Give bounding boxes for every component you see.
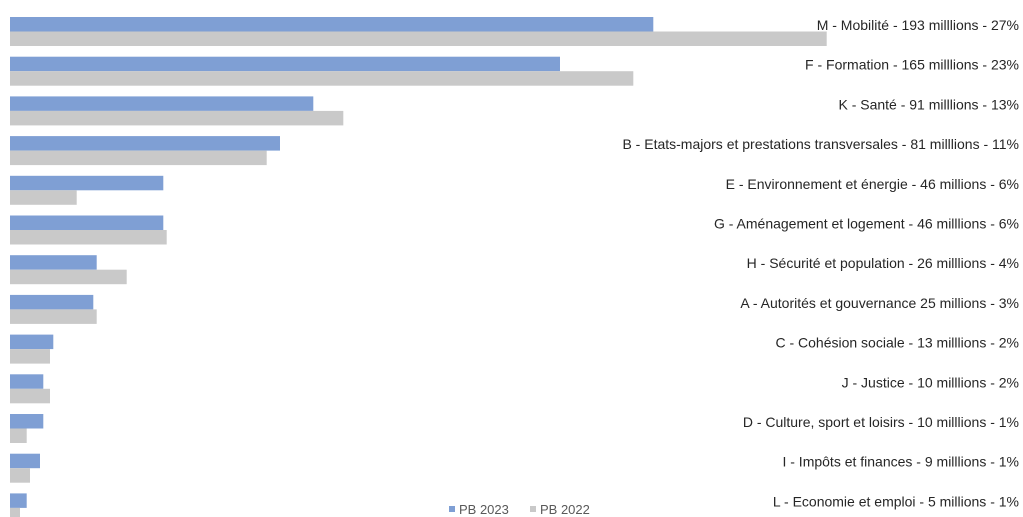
- legend-swatch-pb-2022: [530, 506, 536, 512]
- bar-pb-2023-12: [10, 493, 27, 508]
- bar-pb-2023-6: [10, 255, 97, 270]
- bar-pb-2022-1: [10, 71, 634, 86]
- bar-pb-2022-7: [10, 309, 97, 324]
- bar-pb-2022-9: [10, 388, 50, 404]
- bar-pb-2023-2: [10, 96, 314, 111]
- category-label-2: K - Santé - 91 milllions - 13%: [838, 96, 1019, 112]
- category-label-8: C - Cohésion sociale - 13 milllions - 2%: [775, 335, 1019, 351]
- bar-pb-2023-3: [10, 136, 280, 151]
- bar-pb-2022-5: [10, 230, 167, 245]
- category-label-11: I - Impôts et finances - 9 milllions - 1…: [782, 454, 1019, 470]
- legend: PB 2023 PB 2022: [449, 502, 590, 517]
- bar-pb-2023-1: [10, 56, 560, 72]
- category-label-9: J - Justice - 10 milllions - 2%: [842, 374, 1019, 390]
- bar-pb-2023-5: [10, 215, 164, 230]
- bar-pb-2023-8: [10, 334, 54, 350]
- bar-pb-2022-0: [10, 31, 827, 46]
- bar-pb-2022-4: [10, 190, 77, 205]
- bar-pb-2023-4: [10, 175, 164, 191]
- bar-pb-2022-10: [10, 428, 27, 443]
- bar-pb-2022-3: [10, 150, 267, 166]
- legend-label-pb-2023: PB 2023: [459, 502, 509, 517]
- category-label-12: L - Economie et emploi - 5 millions - 1%: [773, 493, 1019, 509]
- bar-pb-2023-7: [10, 294, 94, 310]
- bar-pb-2022-11: [10, 468, 30, 483]
- category-label-6: H - Sécurité et population - 26 milllion…: [747, 255, 1019, 271]
- bars-group: [10, 17, 827, 517]
- category-label-3: B - Etats-majors et prestations transver…: [622, 136, 1019, 152]
- bar-pb-2022-12: [10, 507, 20, 517]
- category-label-10: D - Culture, sport et loisirs - 10 milll…: [743, 414, 1019, 430]
- category-label-0: M - Mobilité - 193 milllions - 27%: [817, 17, 1019, 33]
- category-label-4: E - Environnement et énergie - 46 millio…: [726, 176, 1019, 192]
- category-labels-group: M - Mobilité - 193 milllions - 27% F - Fo…: [622, 17, 1019, 509]
- category-label-1: F - Formation - 165 milllions - 23%: [805, 57, 1019, 73]
- bar-pb-2023-9: [10, 374, 44, 389]
- category-label-7: A - Autorités et gouvernance 25 millions…: [740, 295, 1019, 311]
- bar-pb-2022-8: [10, 349, 50, 364]
- bar-pb-2022-2: [10, 110, 344, 126]
- bar-pb-2022-6: [10, 269, 127, 285]
- bar-pb-2023-10: [10, 414, 44, 429]
- legend-label-pb-2022: PB 2022: [540, 502, 590, 517]
- category-label-5: G - Aménagement et logement - 46 milllio…: [714, 216, 1019, 232]
- bar-pb-2023-0: [10, 17, 654, 32]
- bar-pb-2023-11: [10, 453, 40, 469]
- legend-swatch-pb-2023: [449, 506, 455, 512]
